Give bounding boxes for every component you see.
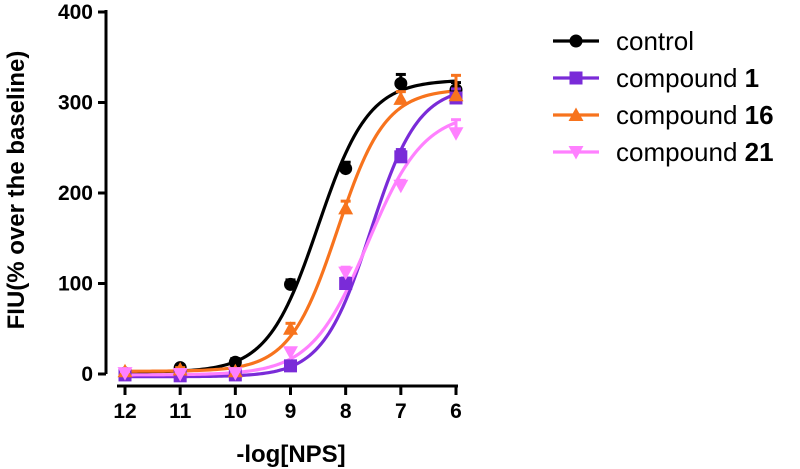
point-control [339,162,353,176]
legend-label-text: control [616,26,694,56]
point-compound-21 [172,368,188,382]
legend-label-compound-21: compound 21 [616,137,774,167]
point-control [284,277,297,291]
legend-label-control: control [616,26,694,56]
x-axis-title: -log[NPS] [236,441,345,468]
x-tick-label: 9 [285,400,297,423]
point-compound-21 [117,367,133,381]
point-compound-16 [283,321,298,335]
y-axis-title: FIU(% over the baseline) [3,51,30,330]
legend-label-text: compound [616,137,745,167]
point-compound-21 [227,367,243,381]
x-tick-label: 11 [169,400,192,423]
y-tick-label: 400 [58,1,93,24]
point-compound-16 [393,91,409,105]
point-compound-21 [393,179,409,194]
legend-label-number: 21 [745,137,774,167]
point-compound-1 [394,150,408,164]
legend-label-text: compound [616,100,745,130]
point-compound-21 [283,346,298,360]
point-control [228,355,242,369]
x-tick-label: 10 [224,400,247,423]
x-tick-label: 12 [113,400,136,423]
legend-marker-compound-16 [568,107,584,121]
legend-label-compound-16: compound 16 [616,100,774,130]
point-compound-21 [338,266,354,281]
point-compound-21 [448,127,464,141]
y-tick-label: 300 [58,92,93,115]
y-tick-label: 200 [58,182,93,205]
legend-label-text: compound [616,63,745,93]
legend-marker-compound-21 [568,146,584,160]
legend-label-number: 1 [745,63,759,93]
y-tick-label: 0 [81,363,93,386]
x-tick-label: 8 [340,400,352,423]
point-compound-16 [338,200,354,215]
y-tick-label: 100 [58,273,93,296]
legend-label-number: 16 [745,100,774,130]
legend-marker-compound-1 [569,71,583,85]
point-compound-16 [448,87,464,102]
axes: 0 100 200 300 400 12 11 10 9 8 7 6 -log[NPS] FIU(% ov… [3,1,462,468]
x-tick-label: 6 [450,400,462,423]
legend-label-compound-1: compound 1 [616,63,759,93]
point-compound-1 [284,359,297,373]
point-control [394,76,408,90]
data-points [117,72,464,383]
legend-marker-control [569,34,583,48]
x-tick-label: 7 [395,400,407,423]
point-compound-1 [339,277,353,290]
